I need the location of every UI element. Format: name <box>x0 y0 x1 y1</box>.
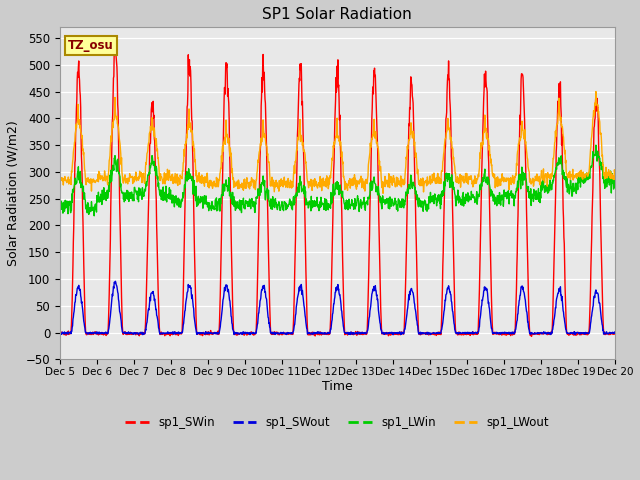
sp1_SWin <box>611 330 619 336</box>
sp1_LWout <box>424 178 431 184</box>
sp1_SWin <box>166 333 174 338</box>
sp1_LWout <box>611 170 619 176</box>
sp1_SWout <box>497 331 504 336</box>
Y-axis label: Solar Radiation (W/m2): Solar Radiation (W/m2) <box>7 120 20 266</box>
sp1_LWout <box>545 173 553 179</box>
sp1_SWout <box>424 330 432 336</box>
Line: sp1_LWout: sp1_LWout <box>60 92 615 193</box>
sp1_SWout <box>389 332 397 337</box>
sp1_SWin <box>497 331 504 336</box>
sp1_SWin <box>546 330 554 336</box>
sp1_LWin <box>497 199 504 204</box>
Line: sp1_SWout: sp1_SWout <box>60 281 615 335</box>
sp1_SWout <box>166 330 174 336</box>
sp1_LWin <box>180 192 188 198</box>
sp1_LWout <box>497 180 504 186</box>
sp1_LWin <box>56 196 64 202</box>
sp1_LWout <box>179 160 187 166</box>
sp1_SWout <box>111 278 119 284</box>
sp1_SWout <box>242 329 250 335</box>
sp1_LWin <box>242 197 250 203</box>
sp1_LWin <box>611 179 619 184</box>
sp1_LWout <box>592 89 600 95</box>
sp1_LWout <box>56 175 64 180</box>
sp1_LWin <box>424 202 431 207</box>
Legend: sp1_SWin, sp1_SWout, sp1_LWin, sp1_LWout: sp1_SWin, sp1_SWout, sp1_LWin, sp1_LWout <box>121 412 554 434</box>
sp1_LWin <box>166 194 174 200</box>
Line: sp1_LWin: sp1_LWin <box>60 145 615 216</box>
X-axis label: Time: Time <box>322 380 353 393</box>
sp1_SWin <box>56 331 64 336</box>
sp1_LWin <box>545 182 553 188</box>
sp1_LWout <box>241 180 249 186</box>
Title: SP1 Solar Radiation: SP1 Solar Radiation <box>262 7 412 22</box>
sp1_SWin <box>111 44 119 50</box>
Line: sp1_SWin: sp1_SWin <box>60 47 615 336</box>
sp1_SWin <box>180 272 188 278</box>
sp1_SWin <box>527 334 535 339</box>
Text: TZ_osu: TZ_osu <box>68 39 114 52</box>
sp1_SWout <box>180 321 188 326</box>
sp1_LWin <box>592 142 600 148</box>
sp1_SWin <box>424 331 431 336</box>
sp1_LWout <box>379 191 387 196</box>
sp1_LWout <box>166 173 173 179</box>
sp1_SWout <box>611 329 619 335</box>
sp1_SWout <box>546 331 554 337</box>
sp1_SWin <box>242 331 250 337</box>
sp1_SWout <box>56 331 64 337</box>
sp1_LWin <box>90 213 98 219</box>
